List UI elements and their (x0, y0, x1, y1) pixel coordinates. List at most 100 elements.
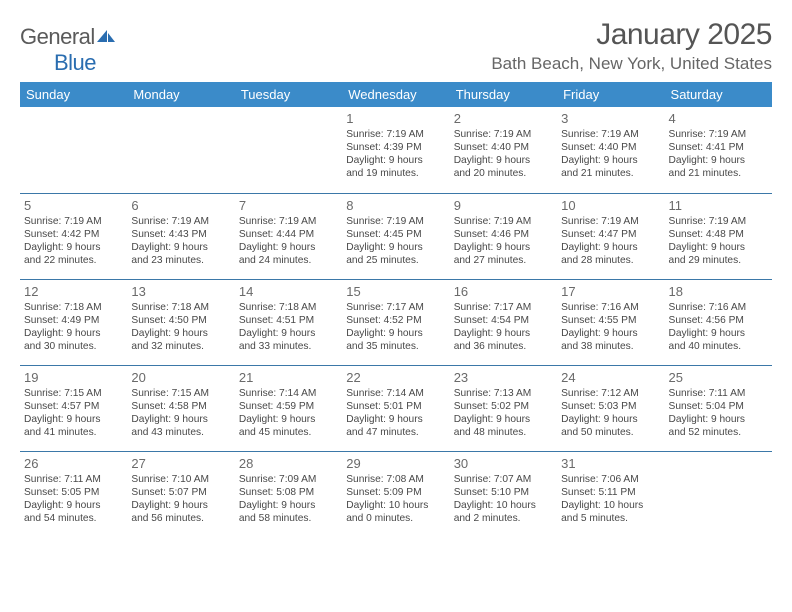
sunrise-line: Sunrise: 7:07 AM (454, 473, 553, 486)
calendar-day-cell: 2Sunrise: 7:19 AMSunset: 4:40 PMDaylight… (450, 107, 557, 193)
sunrise-line: Sunrise: 7:14 AM (239, 387, 338, 400)
day-number: 19 (24, 370, 123, 385)
sunset-line: Sunset: 4:40 PM (561, 141, 660, 154)
calendar-week-row: 19Sunrise: 7:15 AMSunset: 4:57 PMDayligh… (20, 365, 772, 451)
day-details: Sunrise: 7:17 AMSunset: 4:54 PMDaylight:… (454, 301, 553, 353)
brand-name: GeneralBlue (20, 24, 117, 76)
day-details: Sunrise: 7:19 AMSunset: 4:42 PMDaylight:… (24, 215, 123, 267)
calendar-day-cell: 26Sunrise: 7:11 AMSunset: 5:05 PMDayligh… (20, 451, 127, 537)
daylight-line: Daylight: 9 hours (454, 154, 553, 167)
daylight-line: Daylight: 9 hours (131, 241, 230, 254)
day-number: 12 (24, 284, 123, 299)
daylight-line: Daylight: 9 hours (669, 241, 768, 254)
daylight-line-2: and 43 minutes. (131, 426, 230, 439)
sunrise-line: Sunrise: 7:14 AM (346, 387, 445, 400)
sunset-line: Sunset: 4:59 PM (239, 400, 338, 413)
daylight-line-2: and 52 minutes. (669, 426, 768, 439)
calendar-day-cell: 29Sunrise: 7:08 AMSunset: 5:09 PMDayligh… (342, 451, 449, 537)
day-details: Sunrise: 7:19 AMSunset: 4:40 PMDaylight:… (561, 128, 660, 180)
day-number: 1 (346, 111, 445, 126)
calendar-day-cell: 4Sunrise: 7:19 AMSunset: 4:41 PMDaylight… (665, 107, 772, 193)
sunrise-line: Sunrise: 7:19 AM (561, 128, 660, 141)
calendar-day-cell: 5Sunrise: 7:19 AMSunset: 4:42 PMDaylight… (20, 193, 127, 279)
day-details: Sunrise: 7:19 AMSunset: 4:47 PMDaylight:… (561, 215, 660, 267)
daylight-line-2: and 20 minutes. (454, 167, 553, 180)
calendar-day-cell: 1Sunrise: 7:19 AMSunset: 4:39 PMDaylight… (342, 107, 449, 193)
weekday-header: Tuesday (235, 82, 342, 107)
day-details: Sunrise: 7:18 AMSunset: 4:51 PMDaylight:… (239, 301, 338, 353)
daylight-line-2: and 27 minutes. (454, 254, 553, 267)
sunset-line: Sunset: 4:41 PM (669, 141, 768, 154)
sunset-line: Sunset: 4:55 PM (561, 314, 660, 327)
day-details: Sunrise: 7:11 AMSunset: 5:04 PMDaylight:… (669, 387, 768, 439)
sunset-line: Sunset: 4:48 PM (669, 228, 768, 241)
weekday-header: Thursday (450, 82, 557, 107)
calendar-week-row: 12 Sunrise: 7:18 AMSunset: 4:49 PMDayligh… (20, 279, 772, 365)
daylight-line-2: and 24 minutes. (239, 254, 338, 267)
day-details: Sunrise: 7:10 AMSunset: 5:07 PMDaylight:… (131, 473, 230, 525)
sunset-line: Sunset: 5:09 PM (346, 486, 445, 499)
sunrise-line: Sunrise: 7:06 AM (561, 473, 660, 486)
daylight-line: Daylight: 9 hours (346, 154, 445, 167)
sunrise-line: Sunrise: 7:18 AM (24, 301, 123, 314)
daylight-line-2: and 2 minutes. (454, 512, 553, 525)
day-number: 6 (131, 198, 230, 213)
calendar-table: Sunday Monday Tuesday Wednesday Thursday… (20, 82, 772, 537)
daylight-line: Daylight: 9 hours (454, 327, 553, 340)
month-title: January 2025 (491, 18, 772, 52)
sunset-line: Sunset: 5:11 PM (561, 486, 660, 499)
daylight-line: Daylight: 9 hours (346, 327, 445, 340)
day-number: 18 (669, 284, 768, 299)
sunrise-line: Sunrise: 7:19 AM (239, 215, 338, 228)
sunrise-line: Sunrise: 7:17 AM (454, 301, 553, 314)
sunrise-line: Sunrise: 7:19 AM (669, 128, 768, 141)
daylight-line: Daylight: 9 hours (669, 327, 768, 340)
sunset-line: Sunset: 4:42 PM (24, 228, 123, 241)
calendar-day-cell: 7Sunrise: 7:19 AMSunset: 4:44 PMDaylight… (235, 193, 342, 279)
day-details: Sunrise: 7:19 AMSunset: 4:45 PMDaylight:… (346, 215, 445, 267)
sunset-line: Sunset: 5:05 PM (24, 486, 123, 499)
sunset-line: Sunset: 5:01 PM (346, 400, 445, 413)
day-details: Sunrise: 7:08 AMSunset: 5:09 PMDaylight:… (346, 473, 445, 525)
daylight-line: Daylight: 9 hours (24, 499, 123, 512)
day-number: 23 (454, 370, 553, 385)
daylight-line: Daylight: 9 hours (24, 241, 123, 254)
day-details: Sunrise: 7:19 AMSunset: 4:41 PMDaylight:… (669, 128, 768, 180)
daylight-line-2: and 33 minutes. (239, 340, 338, 353)
calendar-day-cell: 9Sunrise: 7:19 AMSunset: 4:46 PMDaylight… (450, 193, 557, 279)
daylight-line-2: and 5 minutes. (561, 512, 660, 525)
weekday-header-row: Sunday Monday Tuesday Wednesday Thursday… (20, 82, 772, 107)
day-number: 28 (239, 456, 338, 471)
daylight-line-2: and 0 minutes. (346, 512, 445, 525)
day-details: Sunrise: 7:13 AMSunset: 5:02 PMDaylight:… (454, 387, 553, 439)
daylight-line-2: and 38 minutes. (561, 340, 660, 353)
sunrise-line: Sunrise: 7:12 AM (561, 387, 660, 400)
calendar-day-cell: 6Sunrise: 7:19 AMSunset: 4:43 PMDaylight… (127, 193, 234, 279)
sunrise-line: Sunrise: 7:10 AM (131, 473, 230, 486)
calendar-day-cell: 10Sunrise: 7:19 AMSunset: 4:47 PMDayligh… (557, 193, 664, 279)
day-details: Sunrise: 7:18 AMSunset: 4:49 PMDaylight:… (24, 301, 123, 353)
sunrise-line: Sunrise: 7:08 AM (346, 473, 445, 486)
page-header: GeneralBlue January 2025 Bath Beach, New… (20, 18, 772, 76)
sunset-line: Sunset: 5:07 PM (131, 486, 230, 499)
sunrise-line: Sunrise: 7:13 AM (454, 387, 553, 400)
calendar-day-cell: 8Sunrise: 7:19 AMSunset: 4:45 PMDaylight… (342, 193, 449, 279)
sunset-line: Sunset: 4:43 PM (131, 228, 230, 241)
weekday-header: Saturday (665, 82, 772, 107)
calendar-day-cell: 22Sunrise: 7:14 AMSunset: 5:01 PMDayligh… (342, 365, 449, 451)
daylight-line: Daylight: 9 hours (346, 241, 445, 254)
daylight-line-2: and 56 minutes. (131, 512, 230, 525)
daylight-line-2: and 30 minutes. (24, 340, 123, 353)
day-number: 9 (454, 198, 553, 213)
calendar-day-cell: 16Sunrise: 7:17 AMSunset: 4:54 PMDayligh… (450, 279, 557, 365)
calendar-day-cell: 31Sunrise: 7:06 AMSunset: 5:11 PMDayligh… (557, 451, 664, 537)
sunset-line: Sunset: 4:39 PM (346, 141, 445, 154)
daylight-line-2: and 40 minutes. (669, 340, 768, 353)
calendar-day-cell: 23 Sunrise: 7:13 AMSunset: 5:02 PMDayligh… (450, 365, 557, 451)
daylight-line-2: and 25 minutes. (346, 254, 445, 267)
weekday-header: Friday (557, 82, 664, 107)
day-number: 30 (454, 456, 553, 471)
calendar-day-cell: 12 Sunrise: 7:18 AMSunset: 4:49 PMDayligh… (20, 279, 127, 365)
calendar-day-cell: 14Sunrise: 7:18 AMSunset: 4:51 PMDayligh… (235, 279, 342, 365)
day-details: Sunrise: 7:17 AMSunset: 4:52 PMDaylight:… (346, 301, 445, 353)
